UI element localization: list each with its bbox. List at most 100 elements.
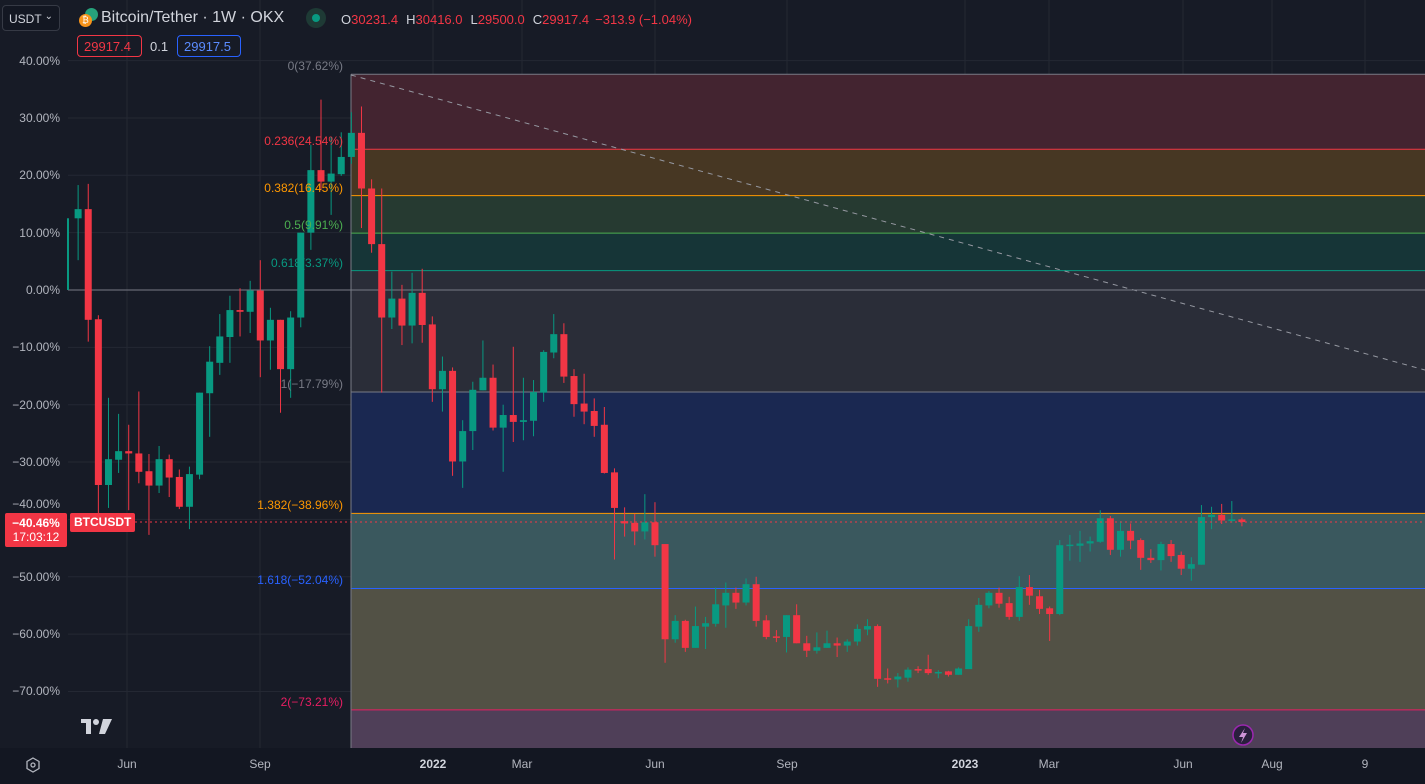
candle-body: [550, 334, 558, 353]
candle-body: [1238, 519, 1246, 523]
candle-up: [712, 587, 720, 627]
candle-up: [540, 350, 548, 402]
candle-down: [651, 502, 659, 557]
candle-up: [337, 132, 345, 176]
candle-up: [843, 639, 851, 652]
fib-zone: [351, 709, 1425, 748]
candle-up: [530, 380, 538, 437]
candle-down: [772, 630, 780, 643]
currency-select-value: USDT: [9, 12, 42, 26]
lightning-icon[interactable]: [1232, 724, 1254, 746]
candle-down: [631, 513, 639, 546]
candle-body: [317, 170, 325, 182]
candle-down: [84, 183, 92, 342]
candle-body: [985, 592, 993, 606]
price-axis-label: −10.00%: [12, 340, 60, 355]
time-axis-background: [0, 748, 1425, 784]
candle-body: [681, 620, 689, 648]
candle-up: [702, 616, 710, 650]
time-axis-label: 2023: [951, 757, 979, 771]
low-value: 29500.0: [477, 12, 525, 27]
candle-down: [368, 179, 376, 253]
candle-down: [509, 346, 517, 442]
candle-body: [196, 392, 204, 475]
candle-up: [1116, 521, 1124, 557]
market-open-dot-icon[interactable]: [306, 8, 326, 28]
candle-up: [1056, 540, 1064, 616]
fib-zone: [351, 588, 1425, 710]
candle-down: [793, 604, 801, 644]
candle-body: [540, 351, 548, 393]
candle-up: [519, 377, 527, 441]
candle-body: [94, 319, 102, 485]
high-value: 30416.0: [415, 12, 463, 27]
candle-down: [175, 469, 183, 510]
candles: [67, 99, 1246, 688]
candle-body: [84, 209, 92, 320]
candle-down: [449, 367, 457, 476]
candle-body: [975, 604, 983, 627]
time-axis-label: Jun: [1173, 757, 1193, 771]
candle-body: [145, 471, 153, 486]
candle-up: [307, 144, 315, 250]
candle-up: [1187, 557, 1195, 581]
candle-body: [874, 626, 882, 679]
candle-down: [317, 99, 325, 191]
candle-body: [428, 324, 436, 390]
candle-up: [155, 445, 163, 494]
time-axis-label: Jun: [117, 757, 137, 771]
candle-body: [904, 669, 912, 678]
candle-down: [94, 315, 102, 526]
candle-body: [165, 459, 173, 478]
candle-body: [357, 132, 365, 189]
spread-value: 0.1: [150, 39, 169, 54]
fib-level-label: 1.618(−52.04%): [257, 573, 343, 588]
tradingview-logo-icon[interactable]: [81, 719, 112, 734]
price-axis-label: −40.00%: [12, 497, 60, 511]
symbol-title[interactable]: Bitcoin/Tether · 1W · OKX: [101, 9, 285, 26]
current-price-value: −40.46%: [12, 516, 60, 530]
sell-button[interactable]: 29917.4: [77, 35, 142, 57]
candle-up: [297, 232, 305, 328]
candle-body: [793, 615, 801, 644]
candle-body: [803, 643, 811, 651]
fib-level-label: 0.5(9.91%): [284, 218, 343, 233]
candle-down: [125, 424, 133, 511]
candle-body: [307, 170, 315, 233]
candle-up: [74, 185, 82, 261]
candle-down: [398, 284, 406, 346]
candle-up: [1157, 541, 1165, 571]
price-axis-label: −50.00%: [12, 569, 60, 584]
candle-down: [590, 398, 598, 437]
candle-body: [1015, 587, 1023, 617]
candle-up: [459, 420, 467, 488]
candle-body: [924, 669, 932, 674]
time-axis-label: 9: [1361, 757, 1369, 771]
candle-body: [266, 319, 274, 341]
candle-body: [934, 671, 942, 674]
candle-body: [449, 370, 457, 462]
candle-body: [499, 415, 507, 428]
candle-body: [327, 173, 335, 182]
candle-down: [1127, 523, 1135, 550]
candle-down: [924, 654, 932, 675]
candle-body: [530, 392, 538, 421]
candle-body: [823, 643, 831, 648]
gear-icon[interactable]: [26, 757, 40, 773]
buy-button[interactable]: 29917.5: [177, 35, 241, 57]
candle-down: [378, 188, 386, 393]
candle-up: [742, 578, 750, 606]
candle-body: [712, 604, 720, 624]
candle-up: [1066, 534, 1074, 561]
candle-body: [1106, 518, 1114, 550]
candle-down: [418, 268, 426, 343]
fib-retracement[interactable]: [350, 73, 1425, 748]
price-axis-label: 20.00%: [19, 168, 60, 183]
time-axis-label: 2022: [419, 757, 447, 771]
candle-body: [1218, 514, 1226, 521]
currency-select[interactable]: USDT ⌄: [2, 5, 60, 31]
fib-level-label: 0.236(24.54%): [264, 134, 343, 149]
candle-body: [762, 620, 770, 637]
current-price-label: −40.46% 17:03:12: [5, 513, 67, 547]
